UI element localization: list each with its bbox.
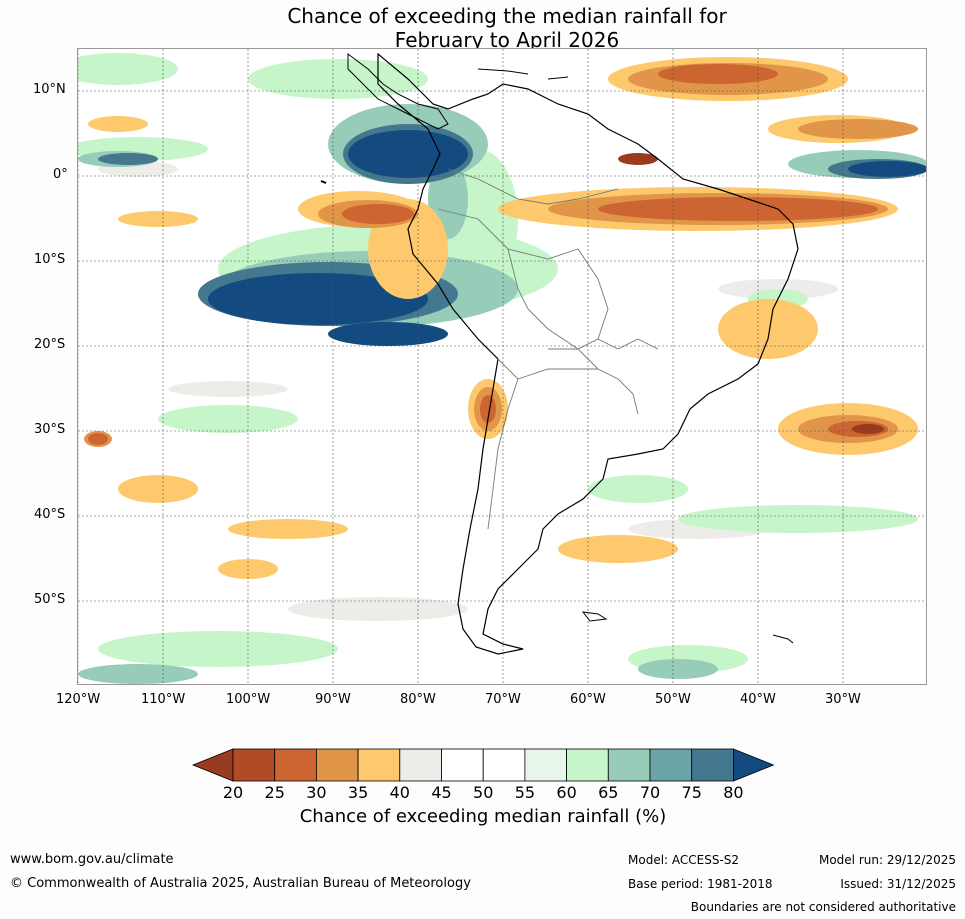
galapagos-islands xyxy=(320,180,327,184)
dry-very-strong-zones xyxy=(618,153,884,434)
colorbar-segment xyxy=(524,748,568,782)
title-line-1: Chance of exceeding the median rainfall … xyxy=(287,4,727,28)
south-georgia-island xyxy=(772,634,794,644)
colorbar-tick-label: 30 xyxy=(306,783,326,802)
colorbar-label: Chance of exceeding median rainfall (%) xyxy=(299,806,667,827)
issued-date: Issued: 31/12/2025 xyxy=(840,877,956,891)
colorbar-segment xyxy=(357,748,401,782)
colorbar-arrow-high xyxy=(733,748,775,782)
lon-label-120w: 120°W xyxy=(56,692,101,707)
colorbar-segment xyxy=(232,748,276,782)
lat-label-10s: 10°S xyxy=(34,252,66,267)
graticule xyxy=(78,49,926,684)
colorbar-tick-label: 75 xyxy=(682,783,702,802)
lon-label-50w: 50°W xyxy=(655,692,691,707)
colorbar-tick-label: 70 xyxy=(640,783,660,802)
lon-label-70w: 70°W xyxy=(485,692,521,707)
colorbar-tick-label: 35 xyxy=(348,783,368,802)
base-period: Base period: 1981-2018 xyxy=(628,877,773,891)
south-america-coastline xyxy=(377,52,799,655)
chart-title: Chance of exceeding the median rainfall … xyxy=(0,4,965,52)
lon-label-110w: 110°W xyxy=(141,692,186,707)
neutral-zones xyxy=(98,161,838,621)
lon-label-90w: 90°W xyxy=(315,692,351,707)
lon-label-100w: 100°W xyxy=(226,692,271,707)
colorbar-tick-label: 25 xyxy=(265,783,285,802)
lon-label-60w: 60°W xyxy=(570,692,606,707)
caribbean-islands xyxy=(477,68,569,80)
lon-label-30w: 30°W xyxy=(825,692,861,707)
lon-label-80w: 80°W xyxy=(400,692,436,707)
lat-label-20s: 20°S xyxy=(34,337,66,352)
lat-label-30s: 30°S xyxy=(34,422,66,437)
colorbar-segment xyxy=(274,748,317,782)
lat-label-40s: 40°S xyxy=(34,507,66,522)
model-run-date: Model run: 29/12/2025 xyxy=(818,853,956,867)
colorbar-segment xyxy=(399,748,442,782)
copyright-text: © Commonwealth of Australia 2025, Austra… xyxy=(10,876,471,891)
lat-label-0: 0° xyxy=(53,167,68,182)
colorbar-tick-label: 80 xyxy=(723,783,743,802)
model-name: Model: ACCESS-S2 xyxy=(628,853,740,867)
colorbar-segment xyxy=(482,748,526,782)
colorbar-tick-label: 55 xyxy=(515,783,535,802)
lat-label-10n: 10°N xyxy=(33,82,66,97)
colorbar-segment xyxy=(566,748,609,782)
colorbar-segment xyxy=(649,748,693,782)
colorbar-tick-label: 40 xyxy=(390,783,410,802)
colorbar-segment xyxy=(441,748,484,782)
central-america-coastline xyxy=(347,53,449,130)
colorbar-tick-label: 50 xyxy=(473,783,493,802)
colorbar-segment xyxy=(691,748,734,782)
country-borders xyxy=(437,168,659,530)
colorbar-tick-label: 20 xyxy=(223,783,243,802)
colorbar-arrow-low xyxy=(191,748,234,782)
colorbar-tick-label: 65 xyxy=(598,783,618,802)
boundary-disclaimer: Boundaries are not considered authoritat… xyxy=(690,900,956,914)
lat-label-50s: 50°S xyxy=(34,592,66,607)
colorbar-segment xyxy=(315,748,359,782)
colorbar-segment xyxy=(607,748,651,782)
colorbar-tick-label: 60 xyxy=(556,783,576,802)
colorbar-tick-label: 45 xyxy=(431,783,451,802)
lon-label-40w: 40°W xyxy=(740,692,776,707)
falkland-islands xyxy=(581,611,608,622)
wet-very-strong-zones xyxy=(208,130,926,346)
map-svg xyxy=(78,49,926,684)
website-link[interactable]: www.bom.gov.au/climate xyxy=(10,852,174,867)
rainfall-map xyxy=(77,48,927,685)
